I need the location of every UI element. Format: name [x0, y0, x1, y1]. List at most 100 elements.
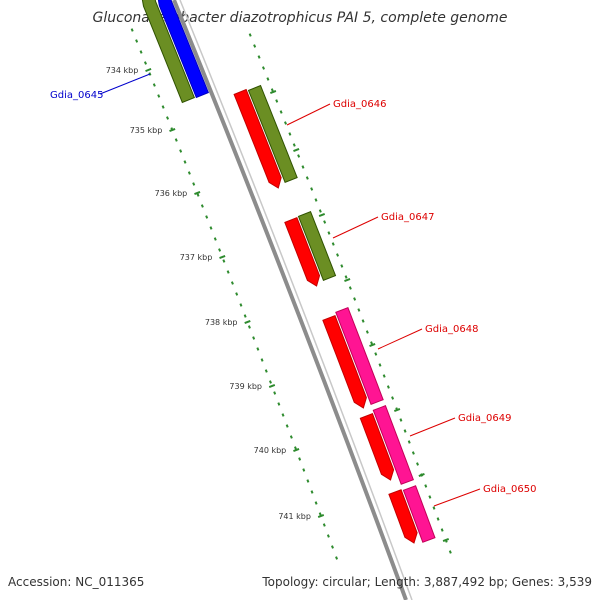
tick-dot	[166, 116, 170, 120]
tick-dot	[130, 28, 134, 32]
accession-text: Accession: NC_011365	[8, 575, 145, 589]
tick-dot	[416, 462, 419, 466]
tick-dot	[432, 506, 436, 510]
kbp-tick-label: 735 kbp	[130, 126, 163, 135]
gene-leader-line	[286, 103, 331, 126]
tick-dot	[314, 501, 318, 505]
tick-dot	[252, 336, 256, 340]
tick-dot	[218, 248, 222, 252]
cds-block-0650	[402, 485, 436, 543]
map-title: Gluconacetobacter diazotrophicus PAI 5, …	[92, 10, 508, 26]
tick-dot	[353, 297, 357, 301]
tick-dot	[270, 88, 274, 92]
outer-major-tick	[318, 212, 326, 218]
genome-summary-text: Topology: circular; Length: 3,887,492 bp…	[262, 575, 592, 589]
tick-dot	[374, 352, 378, 356]
gene-leader-line	[377, 328, 423, 350]
tick-dot	[335, 556, 338, 560]
kbp-tick	[219, 254, 226, 260]
tick-dot	[340, 264, 344, 268]
tick-dot	[157, 94, 161, 98]
kbp-tick	[194, 190, 201, 196]
gene-label-gdia-0648: Gdia_0648	[425, 324, 478, 335]
tick-dot	[209, 226, 213, 230]
outer-major-tick	[293, 147, 300, 153]
tick-dot	[200, 204, 204, 208]
tick-dot	[174, 138, 178, 142]
tick-dot	[294, 446, 297, 450]
kbp-tick	[268, 383, 276, 389]
tick-dot	[266, 77, 270, 81]
tick-dot	[301, 165, 305, 169]
tick-layer: 734 kbp 735 kbp 736 kbp 737 kbp 738 kbp 739 k…	[106, 28, 452, 560]
kbp-tick	[293, 448, 300, 452]
backbone-layer	[172, 0, 413, 600]
tick-dot	[327, 231, 331, 235]
kbp-tick-label: 738 kbp	[205, 318, 238, 327]
outer-tick-track	[248, 33, 452, 554]
gene-block-0647	[284, 216, 321, 287]
label-layer: Gdia_0645 Gdia_0646 Gdia_0647 Gdia_0648 Gdia…	[50, 73, 536, 507]
tick-dot	[139, 50, 143, 54]
tick-dot	[310, 490, 314, 494]
tick-dot	[281, 413, 285, 417]
tick-dot	[226, 270, 230, 274]
tick-dot	[297, 154, 301, 158]
tick-dot	[275, 99, 279, 103]
tick-dot	[264, 369, 268, 373]
tick-dot	[378, 363, 382, 367]
tick-dot	[436, 517, 440, 521]
tick-dot	[403, 429, 407, 433]
outer-major-tick	[442, 538, 450, 542]
tick-dot	[161, 105, 165, 109]
gene-leader-line	[433, 488, 481, 507]
tick-dot	[230, 281, 234, 285]
backbone-inner-line	[179, 0, 413, 600]
tick-dot	[298, 457, 302, 461]
tick-dot	[248, 33, 252, 37]
tick-dot	[179, 149, 183, 153]
kbp-tick	[317, 514, 325, 518]
tick-dot	[222, 259, 226, 263]
tick-dot	[302, 468, 306, 472]
tick-dot	[279, 110, 283, 114]
outer-major-tick	[344, 277, 351, 283]
tick-dot	[192, 182, 196, 186]
cds-block-0648	[335, 307, 384, 405]
tick-dot	[407, 440, 411, 444]
tick-dot	[318, 512, 322, 516]
kbp-tick-label: 736 kbp	[155, 189, 188, 198]
tick-dot	[399, 418, 403, 422]
tick-dot	[386, 385, 390, 389]
tick-dot	[288, 132, 292, 136]
tick-dot	[370, 341, 374, 345]
inner-tick-track	[130, 28, 338, 560]
kbp-tick	[244, 319, 251, 325]
tick-dot	[348, 286, 352, 290]
outer-major-tick	[269, 89, 277, 95]
tick-dot	[382, 374, 386, 378]
tick-dot	[322, 523, 326, 527]
kbp-tick-label: 734 kbp	[106, 66, 139, 75]
tick-dot	[310, 187, 314, 191]
backbone-line	[172, 0, 408, 600]
gene-block-0648	[322, 315, 367, 409]
gene-label-gdia-0645: Gdia_0645	[50, 90, 103, 101]
gene-label-gdia-0646: Gdia_0646	[333, 99, 386, 110]
kbp-tick-label: 737 kbp	[180, 253, 213, 262]
kbp-tick-label: 740 kbp	[254, 446, 287, 455]
gene-block-0646	[233, 88, 282, 189]
tick-dot	[411, 451, 415, 455]
tick-dot	[292, 143, 296, 147]
tick-dot	[262, 66, 265, 70]
cds-block-0645-track	[141, 0, 196, 104]
tick-dot	[260, 358, 264, 362]
cds-block-0646	[247, 84, 298, 184]
gene-leader-line	[409, 417, 456, 437]
gene-block-0645	[157, 0, 210, 99]
tick-dot	[135, 39, 139, 43]
tick-dot	[183, 160, 187, 164]
tick-dot	[213, 237, 217, 241]
tick-dot	[336, 253, 340, 257]
